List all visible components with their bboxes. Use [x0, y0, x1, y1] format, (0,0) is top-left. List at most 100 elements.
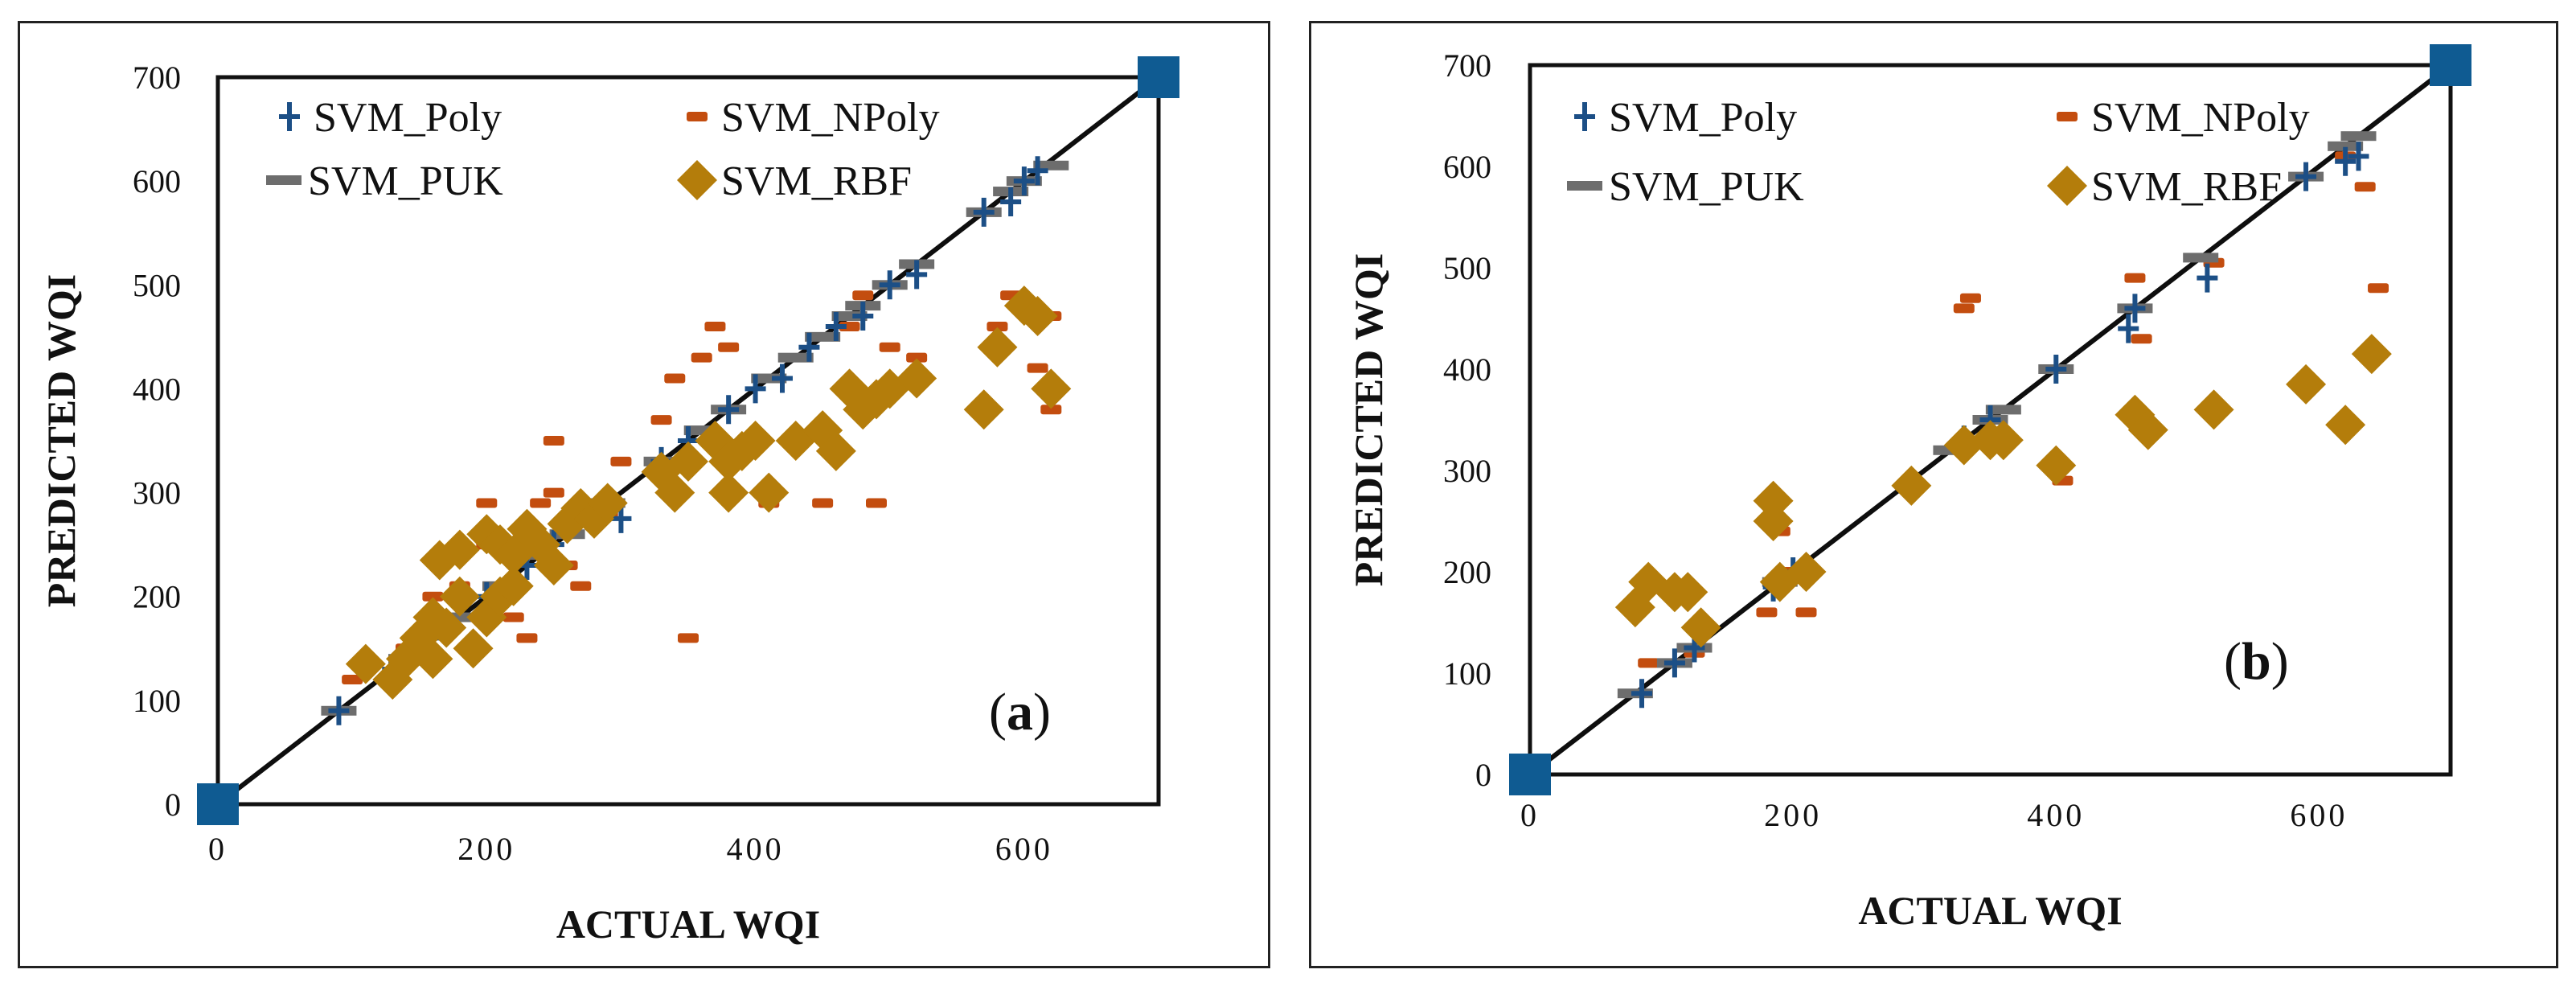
x-axis-title: ACTUAL WQI	[1858, 888, 2122, 933]
legend-item-svm-rbf: SVM_RBF	[677, 158, 912, 204]
data-point	[1631, 679, 1653, 709]
data-point	[973, 197, 995, 227]
data-point	[1000, 187, 1022, 216]
data-point	[879, 270, 900, 300]
data-point	[1017, 296, 1058, 337]
corner-markers	[197, 56, 1179, 825]
corner-square-marker	[197, 783, 239, 825]
data-point	[476, 498, 498, 508]
data-point	[2340, 131, 2377, 142]
y-tick-label: 400	[1443, 351, 1491, 388]
y-axis-title: PREDICTED WQI	[1346, 253, 1391, 586]
legend-label: SVM_PUK	[308, 158, 503, 204]
legend-marker	[1574, 102, 1595, 131]
data-point	[718, 342, 740, 352]
data-point	[2183, 253, 2219, 263]
data-point	[650, 415, 672, 425]
data-point	[735, 421, 776, 461]
data-point	[772, 364, 793, 393]
legend-marker	[279, 102, 300, 131]
y-tick-label: 100	[133, 683, 181, 719]
legend-label: SVM_Poly	[1609, 95, 1797, 141]
data-point	[749, 472, 790, 513]
data-point	[977, 327, 1018, 368]
y-tick-label: 600	[133, 163, 181, 199]
data-point	[412, 639, 453, 680]
data-point	[2197, 263, 2218, 293]
panel-letter: b	[2242, 632, 2271, 691]
data-point	[825, 311, 847, 341]
data-point	[1663, 648, 1685, 678]
legend-label: SVM_NPoly	[2091, 95, 2310, 141]
corner-square-marker	[2430, 44, 2471, 86]
data-point	[718, 395, 740, 425]
data-point	[328, 696, 350, 725]
legend-item-svm-npoly: SVM_NPoly	[2057, 95, 2310, 141]
legend-item-svm-poly: SVM_Poly	[1574, 95, 1797, 141]
data-point	[815, 430, 856, 471]
panel-label: (a)	[989, 683, 1051, 741]
data-point	[1031, 368, 1072, 409]
data-point	[1680, 607, 1721, 648]
legend-label: SVM_Poly	[314, 95, 502, 141]
data-point	[1756, 607, 1778, 618]
data-point	[812, 498, 834, 508]
data-point	[2286, 364, 2327, 405]
data-point	[987, 321, 1008, 331]
legend-marker	[266, 175, 301, 185]
legend-item-svm-puk: SVM_PUK	[1567, 164, 1804, 210]
data-point	[493, 565, 534, 606]
y-tick-label: 500	[1443, 250, 1491, 286]
data-point	[2325, 405, 2366, 446]
data-point	[1985, 405, 2021, 415]
x-axis-title: ACTUAL WQI	[556, 902, 820, 947]
data-point	[1786, 552, 1827, 592]
legend-item-svm-npoly: SVM_NPoly	[687, 95, 940, 141]
data-point	[610, 456, 632, 466]
data-point	[1795, 607, 1817, 618]
scatter-chart-a: 0 100 200 300 400 500 600 700 0 200 400 600 ACTUAL W…	[39, 56, 1179, 947]
data-point	[2036, 445, 2077, 486]
data-point	[2045, 355, 2067, 384]
data-point	[1753, 480, 1794, 521]
y-tick-label: 700	[1443, 47, 1491, 84]
legend-marker	[687, 112, 708, 121]
data-point	[2368, 283, 2389, 294]
data-point	[2193, 389, 2234, 430]
panel-letter: a	[1007, 683, 1033, 741]
data-point	[2115, 394, 2156, 435]
data-point	[2351, 334, 2392, 375]
data-point	[2127, 409, 2168, 450]
data-point	[342, 675, 363, 685]
legend-item-svm-puk: SVM_PUK	[266, 158, 503, 204]
legend-marker	[2057, 112, 2078, 121]
data-point	[664, 373, 686, 384]
legend-marker	[677, 160, 717, 200]
x-tick-label: 400	[727, 831, 785, 867]
data-point	[422, 591, 444, 602]
y-tick-label: 400	[133, 371, 181, 407]
legend-label: SVM_RBF	[2091, 164, 2282, 210]
y-tick-label: 600	[1443, 149, 1491, 185]
data-point	[852, 290, 874, 301]
x-tick-label: 200	[457, 831, 515, 867]
data-point	[570, 581, 592, 591]
data-point	[906, 352, 928, 363]
data-point	[439, 529, 480, 570]
corner-markers	[1509, 44, 2471, 795]
data-point	[453, 628, 494, 669]
data-point	[1628, 561, 1669, 602]
x-tick-label: 0	[208, 831, 228, 867]
chart-panel-b: 0 100 200 300 400 500 600 700 0 200 400 600 ACTUAL W…	[1309, 21, 2558, 968]
data-point	[1638, 658, 1659, 668]
data-point	[1953, 303, 1975, 314]
data-point	[777, 352, 814, 363]
data-point	[1614, 587, 1655, 628]
series-svm-rbf	[345, 285, 1072, 700]
data-point	[654, 472, 695, 513]
panel-label: (b)	[2224, 632, 2289, 691]
legend-item-svm-poly: SVM_Poly	[279, 95, 502, 141]
data-point	[906, 260, 928, 290]
x-tick-label: 0	[1520, 797, 1540, 833]
y-tick-label: 0	[165, 787, 181, 823]
